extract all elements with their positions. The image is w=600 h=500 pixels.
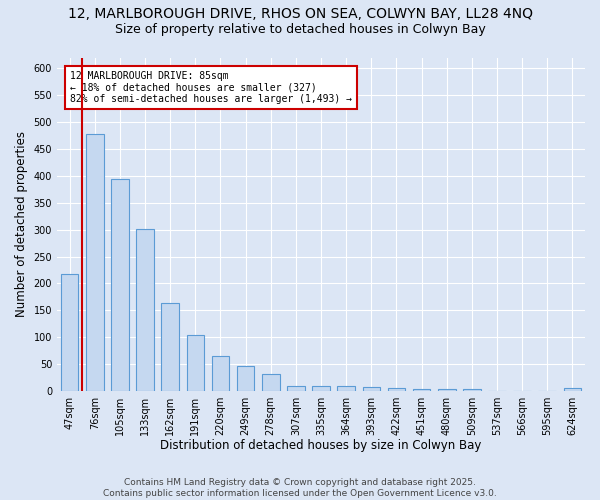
Bar — [161, 304, 179, 391]
Bar — [413, 389, 430, 391]
Bar — [262, 374, 280, 391]
Text: 12 MARLBOROUGH DRIVE: 85sqm
← 18% of detached houses are smaller (327)
82% of se: 12 MARLBOROUGH DRIVE: 85sqm ← 18% of det… — [70, 71, 352, 104]
X-axis label: Distribution of detached houses by size in Colwyn Bay: Distribution of detached houses by size … — [160, 440, 482, 452]
Bar — [337, 386, 355, 391]
Bar — [563, 388, 581, 391]
Bar — [388, 388, 405, 391]
Bar — [362, 387, 380, 391]
Bar — [61, 274, 79, 391]
Text: Contains HM Land Registry data © Crown copyright and database right 2025.
Contai: Contains HM Land Registry data © Crown c… — [103, 478, 497, 498]
Text: 12, MARLBOROUGH DRIVE, RHOS ON SEA, COLWYN BAY, LL28 4NQ: 12, MARLBOROUGH DRIVE, RHOS ON SEA, COLW… — [67, 8, 533, 22]
Text: Size of property relative to detached houses in Colwyn Bay: Size of property relative to detached ho… — [115, 22, 485, 36]
Bar — [187, 334, 204, 391]
Bar — [237, 366, 254, 391]
Bar — [438, 389, 455, 391]
Bar — [463, 390, 481, 391]
Bar — [287, 386, 305, 391]
Bar — [86, 134, 104, 391]
Bar — [136, 228, 154, 391]
Bar — [111, 178, 128, 391]
Y-axis label: Number of detached properties: Number of detached properties — [15, 132, 28, 318]
Bar — [312, 386, 330, 391]
Bar — [212, 356, 229, 391]
